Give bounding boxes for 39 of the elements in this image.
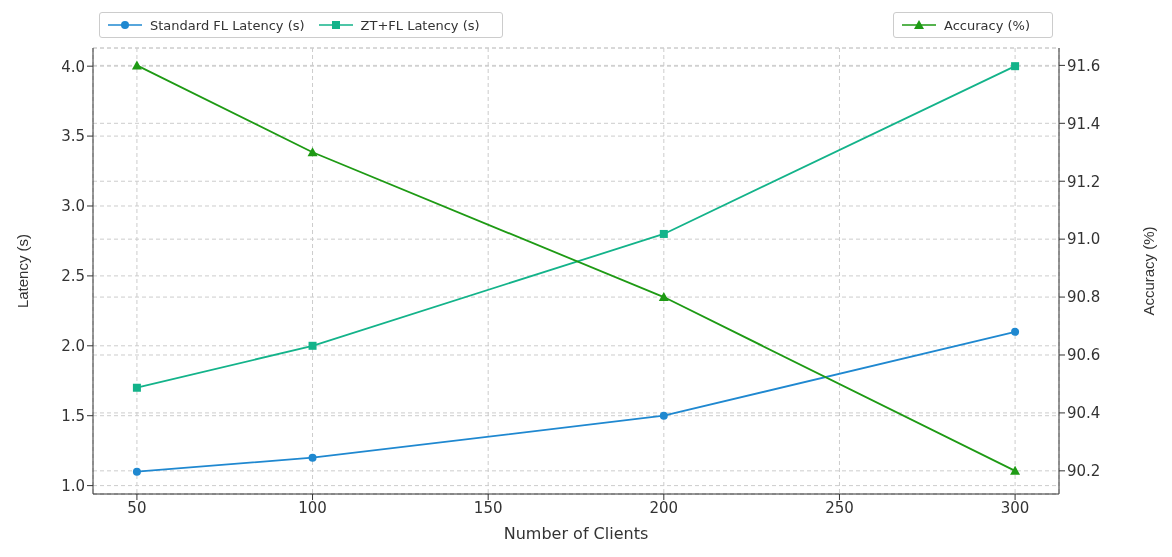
point — [307, 147, 318, 157]
point — [659, 229, 668, 238]
y-tick-label: 2.0 — [61, 337, 85, 356]
point — [308, 453, 317, 462]
y2-tick-label: 90.8 — [1067, 288, 1101, 307]
y2-tick-label: 91.6 — [1067, 56, 1101, 75]
point — [1010, 465, 1021, 475]
point — [131, 60, 142, 70]
legend-label: ZT+FL Latency (s) — [360, 17, 480, 33]
y2-tick-label: 91.0 — [1067, 230, 1101, 249]
y2-tick-label: 90.6 — [1067, 346, 1101, 365]
legend-label: Accuracy (%) — [944, 17, 1030, 33]
point — [1011, 327, 1020, 336]
y-tick-label: 1.5 — [61, 407, 85, 426]
point — [132, 467, 141, 476]
y2-tick-label: 90.2 — [1067, 462, 1101, 481]
x-tick-label: 250 — [825, 498, 854, 517]
y-axis-title: Latency (s) — [14, 233, 32, 309]
x-tick-label: 200 — [649, 498, 679, 517]
y-tick-label: 2.5 — [61, 267, 85, 286]
point — [1011, 62, 1020, 71]
x-tick-label: 50 — [127, 498, 147, 517]
point — [308, 341, 317, 350]
y-tick-label: 1.0 — [61, 476, 85, 495]
point — [132, 383, 141, 392]
y-tick-label: 3.0 — [61, 197, 85, 216]
y-tick-label: 4.0 — [61, 57, 85, 76]
x-tick-label: 150 — [473, 498, 503, 517]
x-axis-title: Number of Clients — [503, 524, 649, 543]
legend-label: Standard FL Latency (s) — [150, 17, 305, 33]
x-tick-label: 300 — [1000, 498, 1030, 517]
y2-tick-label: 91.2 — [1067, 172, 1101, 191]
y2-tick-label: 91.4 — [1067, 114, 1101, 133]
y2-axis-title: Accuracy (%) — [1140, 226, 1158, 316]
point — [658, 292, 669, 302]
y-tick-label: 3.5 — [61, 127, 85, 146]
x-tick-label: 100 — [298, 498, 327, 517]
y2-tick-label: 90.4 — [1067, 404, 1101, 423]
point — [659, 411, 668, 420]
